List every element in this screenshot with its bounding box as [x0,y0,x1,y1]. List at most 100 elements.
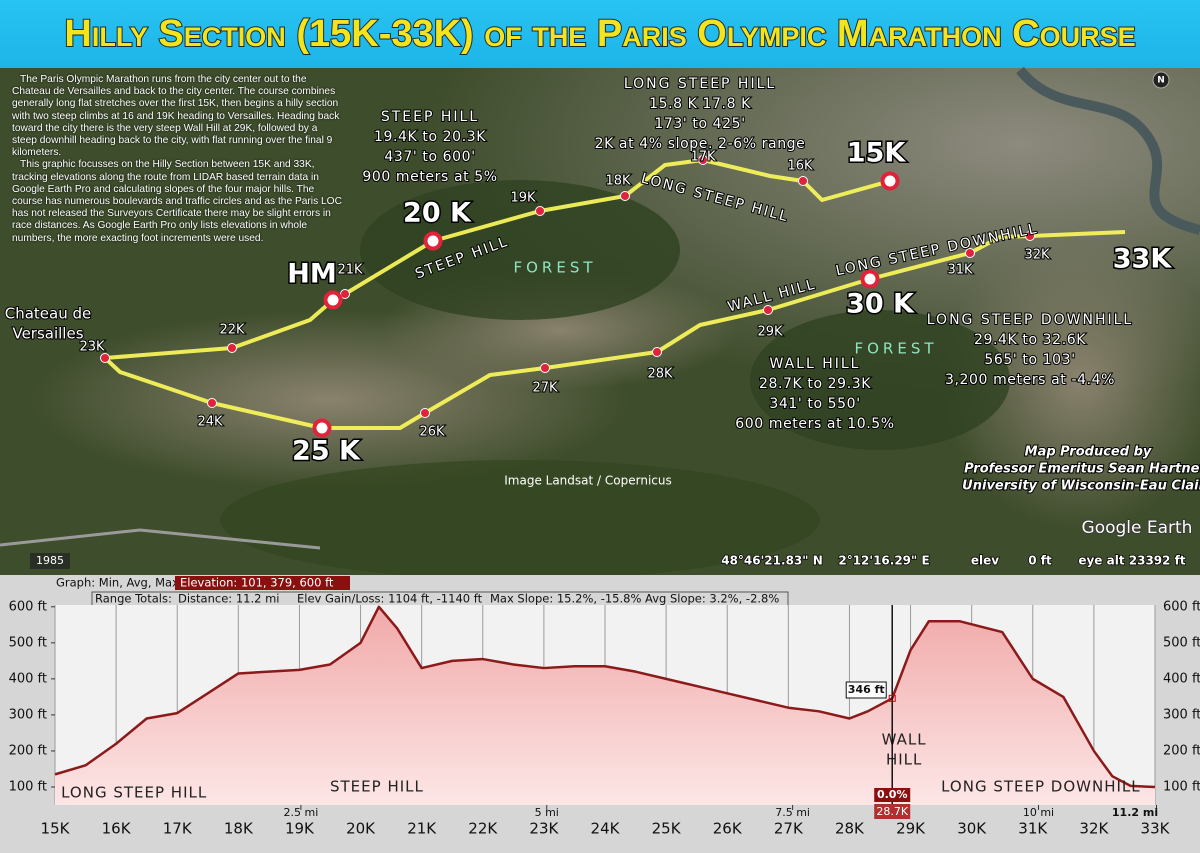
hill-info: LONG STEEP DOWNHILL [927,312,1134,328]
y-tick-label: 500 ft [1163,635,1200,650]
km-marker [535,206,545,216]
cursor-slope: 0.0% [877,788,908,801]
north-badge [1152,71,1170,89]
y-tick-label: 400 ft [1163,671,1200,686]
cursor-point [888,694,896,702]
forest-area [750,310,1010,450]
x-tick-label: 25K [652,820,682,838]
km-marker [652,347,662,357]
x-tick-label: 30K [957,820,987,838]
profile-annotation: LONG STEEP HILL [61,784,207,802]
km-marker [620,191,630,201]
km-label: 31K [947,263,973,278]
hill-info: 28.7K to 29.3K [759,376,871,392]
km-marker [207,398,217,408]
year-badge [30,553,70,569]
hill-info: 565' to 103' [984,352,1075,368]
cursor-value: 346 ft [848,683,885,696]
hill-info: 900 meters at 5% [362,169,497,185]
x-tick-label: 32K [1079,820,1109,838]
brand: Google Earth [1082,518,1193,538]
km-label: 16K [787,159,813,174]
km-label: 17K [690,150,716,165]
km-marker [420,408,430,418]
status-text: 48°46'21.83" N [721,554,823,568]
credit: University of Wisconsin-Eau Claire [962,479,1200,494]
forest-area [360,180,680,320]
profile-annotation: LONG STEEP DOWNHILL [941,778,1141,796]
stats-highlight [175,576,350,590]
x-tick-label: 16K [102,820,132,838]
y-tick-label: 200 ft [1163,743,1200,758]
checkpoint-label: 33K [1113,244,1173,275]
km-marker [698,155,708,165]
title: Hilly Section (15K-33K) of the Paris Oly… [64,13,1135,55]
route-line [103,158,1126,430]
x-tick-label: 23K [529,820,559,838]
cursor-slope-box [874,788,911,802]
place-label: Versailles [12,325,83,343]
hill-info: 600 meters at 10.5% [735,416,894,432]
x-tick-label: 21K [407,820,437,838]
y-tick-label: 500 ft [9,635,47,650]
km-marker [763,305,773,315]
y-tick-label: 300 ft [9,707,47,722]
y-tick-label: 100 ft [1163,779,1200,794]
checkpoint-ring [423,231,443,251]
km-label: 26K [419,425,445,440]
status-text: 2°12'16.29" E [838,554,929,568]
km-label: 18K [605,174,631,189]
checkpoint-label: 20 K [403,198,472,229]
credit: Map Produced by [1025,445,1152,460]
y-tick-label: 300 ft [1163,707,1200,722]
y-tick-label: 600 ft [9,599,47,614]
intro-text: The Paris Olympic Marathon runs from the… [12,74,344,245]
hill-info: 15.8 K 17.8 K [649,96,751,112]
km-label: 28K [647,367,673,382]
km-marker [965,248,975,258]
km-marker [798,176,808,186]
hill-info: LONG STEEP HILL [624,76,776,92]
y-tick-label: 200 ft [9,743,47,758]
checkpoint-label: 30 K [846,289,915,320]
x-tick-label: 19K [285,820,315,838]
area-fill [55,606,1155,805]
status-text: eye alt 23392 ft [1078,554,1186,568]
place-label: Chateau de [5,305,92,323]
km-label: 21K [337,263,363,278]
km-label: 24K [197,415,223,430]
checkpoint-ring [312,418,332,438]
profile-annotation: WALL [882,731,927,749]
stats-text: Avg Slope: 3.2%, -2.8% [645,592,779,606]
hill-info: 3,200 meters at -4.4% [945,372,1115,388]
status-text: 0 ft [1028,554,1052,568]
x-tick-label: 17K [163,820,193,838]
hill-info: 341' to 550' [769,396,860,412]
checkpoint-ring [323,290,343,310]
hill-info: 2K at 4% slope. 2-6% range [595,136,806,152]
km-marker [540,363,550,373]
km-label: 27K [532,381,558,396]
km-marker [1025,231,1035,241]
cursor-value-box [845,681,887,699]
km-label: 32K [1024,248,1050,263]
mile-tick-label: 5 mi [535,806,559,819]
hill-info: 29.4K to 32.6K [974,332,1086,348]
cursor-x: 28.7K [876,805,908,818]
mile-tick-label: 11.2 mi [1112,806,1158,819]
road [0,528,321,550]
river [1016,66,1200,235]
stats-text: Max Slope: 15.2%, -15.8% [490,592,641,606]
intro-paragraph: The Paris Olympic Marathon runs from the… [12,74,340,159]
urban-area [940,230,1200,530]
profile-annotation: STEEP HILL [330,778,424,796]
x-tick-label: 20K [346,820,376,838]
checkpoint-ring [860,269,880,289]
stats-text: Distance: 11.2 mi [178,592,279,606]
intro-paragraph: This graphic focusses on the Hilly Secti… [12,159,342,244]
km-marker [340,289,350,299]
x-tick-label: 15K [41,820,71,838]
north-arrow: N [1157,76,1165,86]
